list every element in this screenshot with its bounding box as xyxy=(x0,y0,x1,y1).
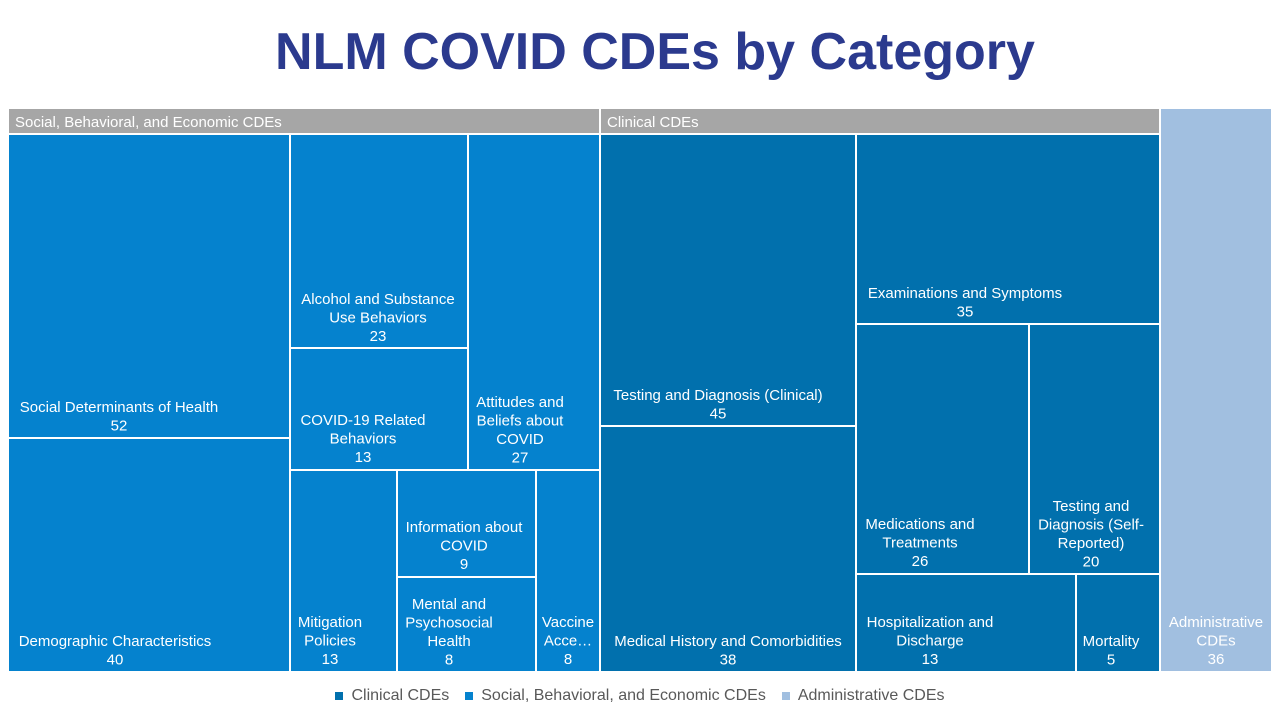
treemap-value-testing-and-diagnosis-self-reported: 20 xyxy=(1083,554,1100,571)
treemap-value-hospitalization-and-discharge: 13 xyxy=(922,651,939,668)
treemap-value-social-determinants-of-health: 52 xyxy=(111,418,128,435)
treemap-label-examinations-and-symptoms: Examinations and Symptoms xyxy=(868,285,1062,302)
treemap-value-mental-and-psychosocial-health: 8 xyxy=(445,652,453,669)
legend-item-administrative: Administrative CDEs xyxy=(781,687,945,705)
treemap-label-alcohol-and-substance-use-behaviors: Use Behaviors xyxy=(329,310,427,327)
treemap-value-examinations-and-symptoms: 35 xyxy=(957,304,974,321)
group-header-label-clinical-cdes: Clinical CDEs xyxy=(607,114,699,131)
group-header-clinical-cdes xyxy=(599,107,1161,135)
group-header-label-social-behavioral-and-economic-cdes: Social, Behavioral, and Economic CDEs xyxy=(15,114,282,131)
treemap-cell-hospitalization-and-discharge xyxy=(855,573,1077,673)
treemap-label-hospitalization-and-discharge: Hospitalization and xyxy=(867,614,994,631)
treemap-label-alcohol-and-substance-use-behaviors: Alcohol and Substance xyxy=(301,291,454,308)
treemap-label-covid-19-related-behaviors: Behaviors xyxy=(330,431,397,448)
chart-legend: Clinical CDEs Social, Behavioral, and Ec… xyxy=(0,684,1280,708)
treemap-label-mitigation-policies: Mitigation xyxy=(298,614,362,631)
treemap-value-attitudes-and-beliefs-about-covid: 27 xyxy=(512,450,529,467)
treemap-cell-covid-19-related-behaviors xyxy=(289,347,469,471)
treemap-value-mortality: 5 xyxy=(1107,652,1115,669)
treemap-label-vaccine-acce: Acce… xyxy=(544,633,592,650)
treemap-value-administrative-cdes: 36 xyxy=(1208,651,1225,668)
chart-title: NLM COVID CDEs by Category xyxy=(275,23,1035,81)
treemap-label-medical-history-and-comorbidities: Medical History and Comorbidities xyxy=(614,633,842,650)
treemap-value-medical-history-and-comorbidities: 38 xyxy=(720,652,737,669)
treemap-value-alcohol-and-substance-use-behaviors: 23 xyxy=(370,328,387,345)
treemap-cell-mental-and-psychosocial-health xyxy=(396,576,537,673)
treemap-value-demographic-characteristics: 40 xyxy=(107,652,124,669)
treemap-label-hospitalization-and-discharge: Discharge xyxy=(896,633,964,650)
treemap-label-attitudes-and-beliefs-about-covid: COVID xyxy=(496,431,544,448)
treemap-cell-examinations-and-symptoms xyxy=(855,133,1161,325)
group-header-social-behavioral-and-economic-cdes xyxy=(7,107,601,135)
treemap-cell-demographic-characteristics xyxy=(7,437,291,673)
legend-label-sbe: Social, Behavioral, and Economic CDEs xyxy=(481,687,766,704)
treemap-label-mitigation-policies: Policies xyxy=(304,633,356,650)
treemap-label-medications-and-treatments: Treatments xyxy=(882,535,957,552)
treemap-label-mental-and-psychosocial-health: Psychosocial xyxy=(405,615,493,632)
legend-swatch-clinical xyxy=(335,692,344,700)
treemap-label-attitudes-and-beliefs-about-covid: Beliefs about xyxy=(477,413,565,430)
legend-swatch-sbe xyxy=(465,692,474,700)
treemap-value-mitigation-policies: 13 xyxy=(322,651,339,668)
legend-label-administrative: Administrative CDEs xyxy=(797,687,945,704)
treemap-value-medications-and-treatments: 26 xyxy=(912,553,929,570)
treemap-label-information-about-covid: COVID xyxy=(440,538,488,555)
treemap-cell-mortality xyxy=(1075,573,1161,673)
treemap-label-medications-and-treatments: Medications and xyxy=(865,516,974,533)
legend-item-clinical: Clinical CDEs xyxy=(335,687,449,705)
legend-item-sbe: Social, Behavioral, and Economic CDEs xyxy=(465,687,766,705)
treemap-cell-social-determinants-of-health xyxy=(7,133,291,439)
treemap-label-vaccine-acce: Vaccine xyxy=(542,614,594,631)
treemap-label-mental-and-psychosocial-health: Health xyxy=(427,633,470,650)
treemap-value-vaccine-acce: 8 xyxy=(564,651,572,668)
treemap-value-information-about-covid: 9 xyxy=(460,556,468,573)
treemap-value-covid-19-related-behaviors: 13 xyxy=(355,449,372,466)
treemap-label-mortality: Mortality xyxy=(1083,633,1140,650)
legend-label-clinical: Clinical CDEs xyxy=(351,687,450,704)
treemap-label-demographic-characteristics: Demographic Characteristics xyxy=(19,633,212,650)
treemap-cell-administrative-cdes xyxy=(1159,107,1273,673)
treemap-value-testing-and-diagnosis-clinical: 45 xyxy=(710,406,727,423)
treemap-label-information-about-covid: Information about xyxy=(406,519,524,536)
treemap-label-administrative-cdes: Administrative xyxy=(1169,614,1263,631)
treemap-cell-attitudes-and-beliefs-about-covid xyxy=(467,133,601,471)
treemap-cell-testing-and-diagnosis-self-reported xyxy=(1028,323,1161,575)
treemap-label-covid-19-related-behaviors: COVID-19 Related xyxy=(300,412,425,429)
treemap-label-testing-and-diagnosis-self-reported: Diagnosis (Self- xyxy=(1038,517,1144,534)
legend-swatch-administrative xyxy=(781,692,790,700)
treemap-cell-testing-and-diagnosis-clinical xyxy=(599,133,857,427)
treemap-label-mental-and-psychosocial-health: Mental and xyxy=(412,596,486,613)
treemap-label-social-determinants-of-health: Social Determinants of Health xyxy=(20,399,218,416)
treemap-label-attitudes-and-beliefs-about-covid: Attitudes and xyxy=(476,394,564,411)
treemap-label-administrative-cdes: CDEs xyxy=(1196,633,1235,650)
treemap-label-testing-and-diagnosis-self-reported: Reported) xyxy=(1058,535,1125,552)
treemap-cell-mitigation-policies xyxy=(289,469,398,673)
treemap-cell-medical-history-and-comorbidities xyxy=(599,425,857,673)
treemap-label-testing-and-diagnosis-clinical: Testing and Diagnosis (Clinical) xyxy=(613,387,822,404)
treemap-label-testing-and-diagnosis-self-reported: Testing and xyxy=(1053,498,1130,515)
